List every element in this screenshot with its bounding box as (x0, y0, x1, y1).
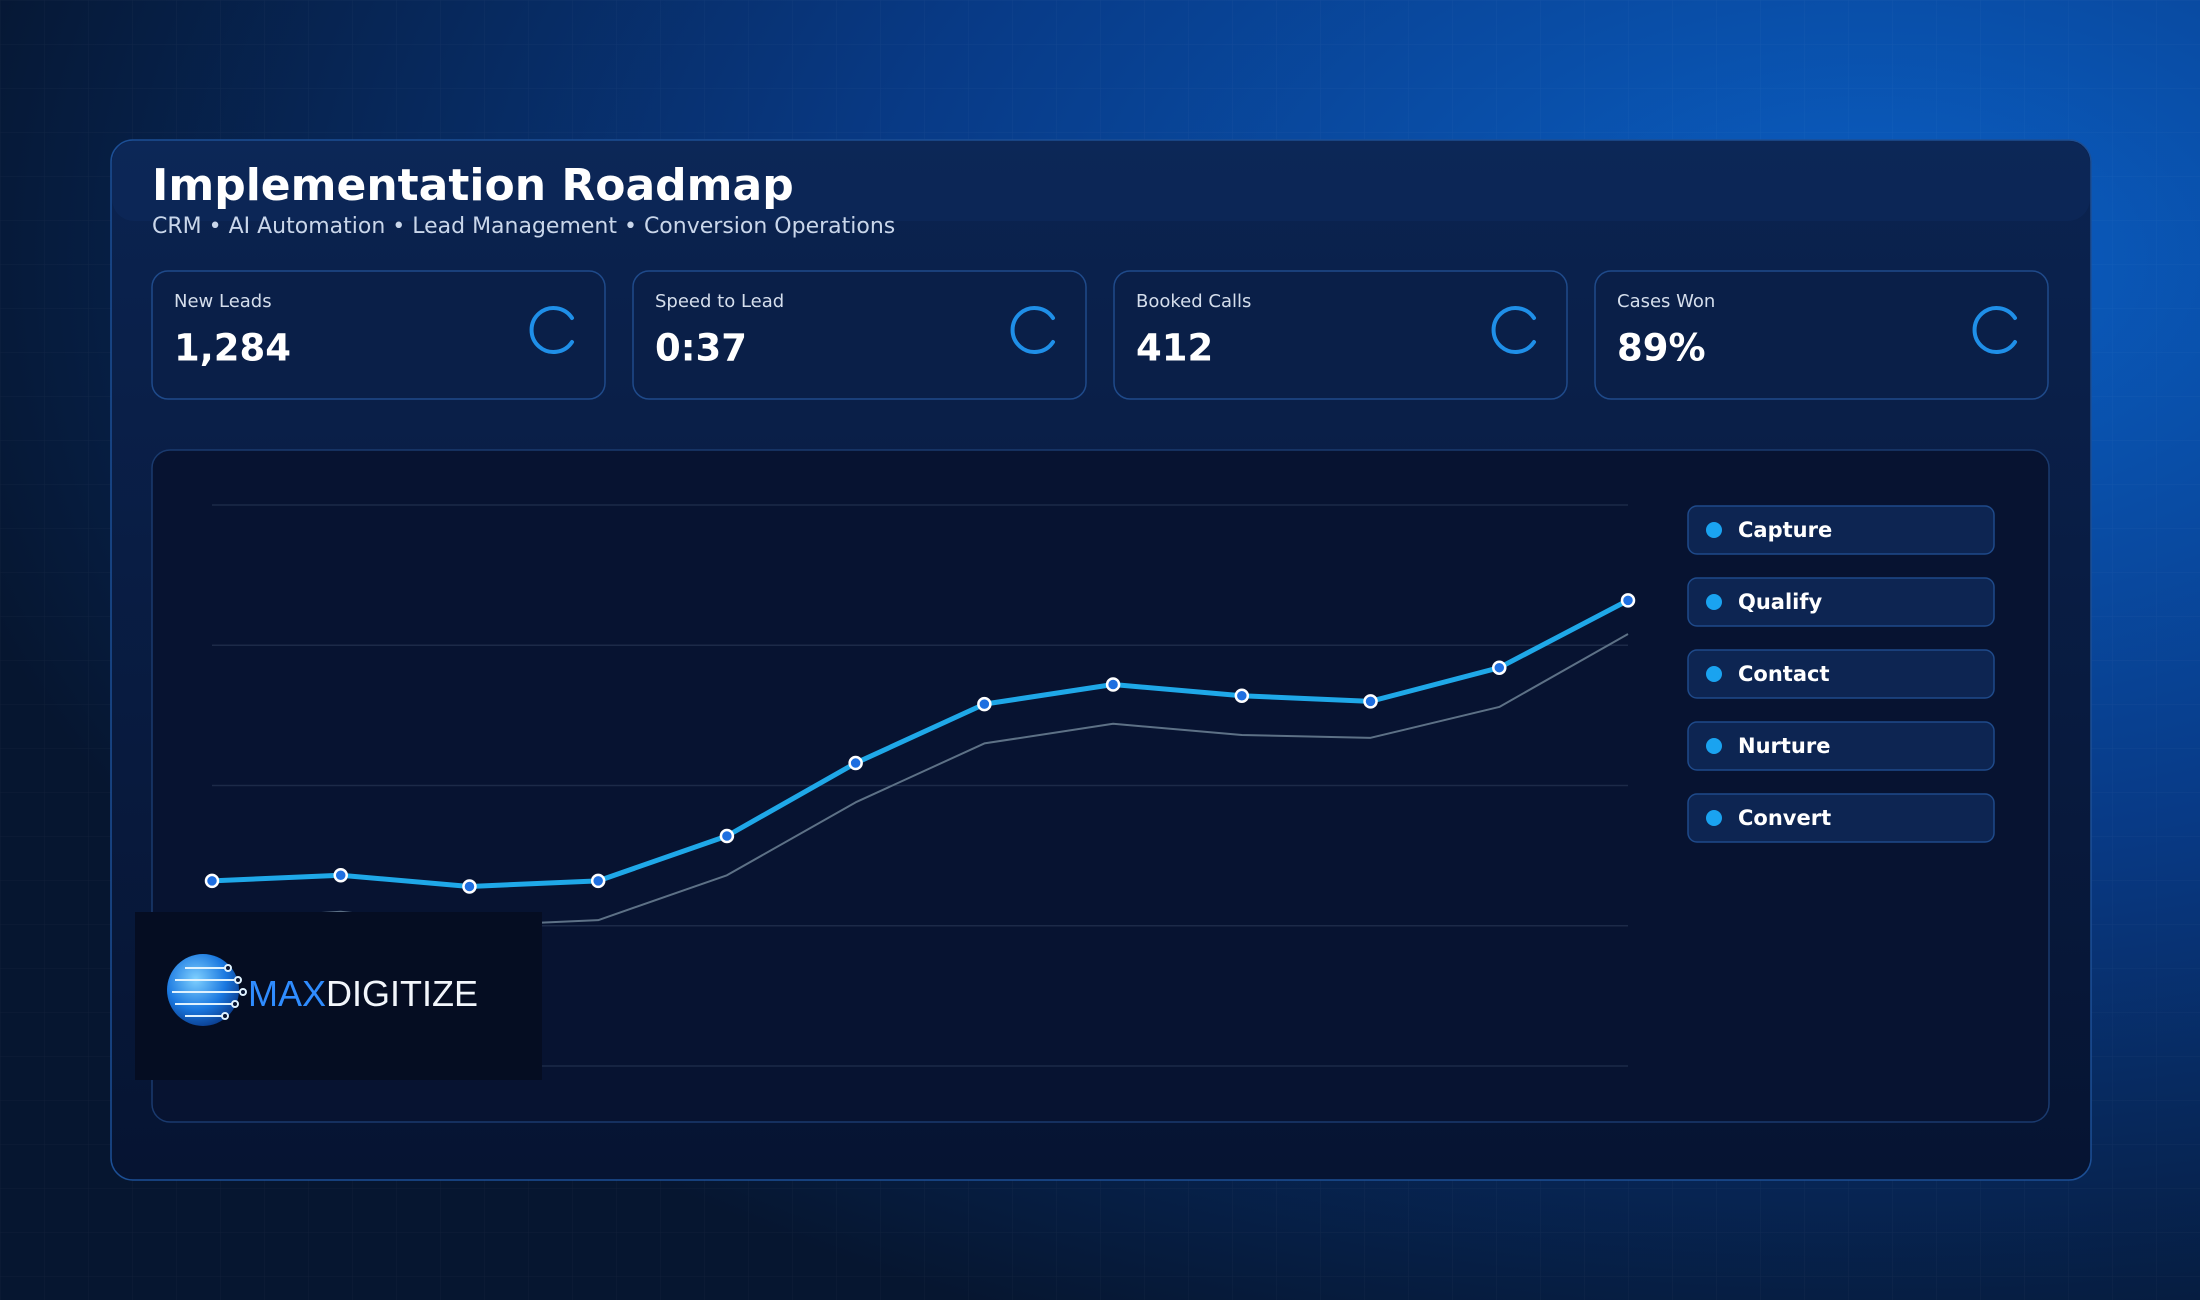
data-point (1363, 694, 1378, 709)
data-point (1620, 593, 1636, 608)
subtitle: CRM • AI Automation • Lead Management • … (152, 214, 895, 239)
stage-label: Contact (1738, 662, 1830, 686)
stage-item: Nurture (1687, 721, 1995, 771)
kpi-value: 0:37 (655, 327, 747, 370)
kpi-value: 412 (1136, 327, 1213, 370)
kpi-spinner (1010, 306, 1055, 354)
stage-bg (1687, 649, 1995, 699)
kpi-label: Booked Calls (1136, 291, 1251, 312)
stage-label: Capture (1738, 518, 1832, 542)
series-line (211, 598, 1630, 889)
kpi-value: 1,284 (174, 327, 291, 370)
stage-bg (1687, 577, 1995, 627)
data-point (719, 828, 735, 844)
logo-globe (167, 954, 239, 1026)
data-point (204, 873, 220, 889)
stage-bg (1687, 721, 1995, 771)
logo-suffix: DIGITIZE (326, 973, 478, 1014)
stage-bg (1687, 505, 1995, 555)
data-point (1492, 660, 1507, 675)
panel-header (112, 141, 2090, 221)
stage-dot (1706, 810, 1722, 826)
stage-label: Qualify (1738, 590, 1823, 614)
kpi-card: Speed to Lead 0:37 (632, 270, 1087, 400)
kpi-card-bg (1113, 270, 1568, 400)
data-point (1234, 688, 1250, 703)
logo: MAXDIGITIZE (135, 912, 542, 1080)
data-point (848, 755, 863, 771)
kpi-spinner (1972, 306, 2017, 354)
stage-item: Qualify (1687, 577, 1995, 627)
stage-item: Capture (1687, 505, 1995, 555)
chart: Capture Qualify Contact Nurture Convert (204, 504, 1995, 1067)
kpi-card: Booked Calls 412 (1113, 270, 1568, 400)
title: Implementation Roadmap (152, 160, 794, 211)
kpi-label: Cases Won (1617, 291, 1715, 312)
kpi-spinner (1491, 306, 1536, 354)
kpi-card: Cases Won 89% (1594, 270, 2049, 400)
data-point (462, 879, 477, 894)
stage-label: Convert (1738, 806, 1831, 830)
stage-label: Nurture (1738, 734, 1830, 758)
logo-circuit (172, 964, 247, 1020)
data-point (590, 873, 606, 889)
data-point (1105, 677, 1121, 692)
kpi-card-bg (1594, 270, 2049, 400)
logo-text: MAXDIGITIZE (248, 973, 478, 1014)
kpi-value: 89% (1617, 327, 1706, 370)
stage-dot (1706, 666, 1722, 682)
stage-dot (1706, 522, 1722, 538)
logo-prefix: MAX (248, 973, 326, 1014)
kpi-row: New Leads 1,284 Speed to Lead 0:37 Booked Ca… (151, 270, 2049, 400)
kpi-label: New Leads (174, 291, 272, 312)
kpi-spinner (529, 306, 574, 354)
kpi-card-bg (151, 270, 606, 400)
stage-bg (1687, 793, 1995, 843)
kpi-label: Speed to Lead (655, 291, 784, 312)
data-point (977, 696, 992, 712)
data-point (333, 868, 348, 883)
stage-item: Contact (1687, 649, 1995, 699)
kpi-card: New Leads 1,284 (151, 270, 606, 400)
stage-dot (1706, 738, 1722, 754)
kpi-card-bg (632, 270, 1087, 400)
stage-item: Convert (1687, 793, 1995, 843)
stage-dot (1706, 594, 1722, 610)
